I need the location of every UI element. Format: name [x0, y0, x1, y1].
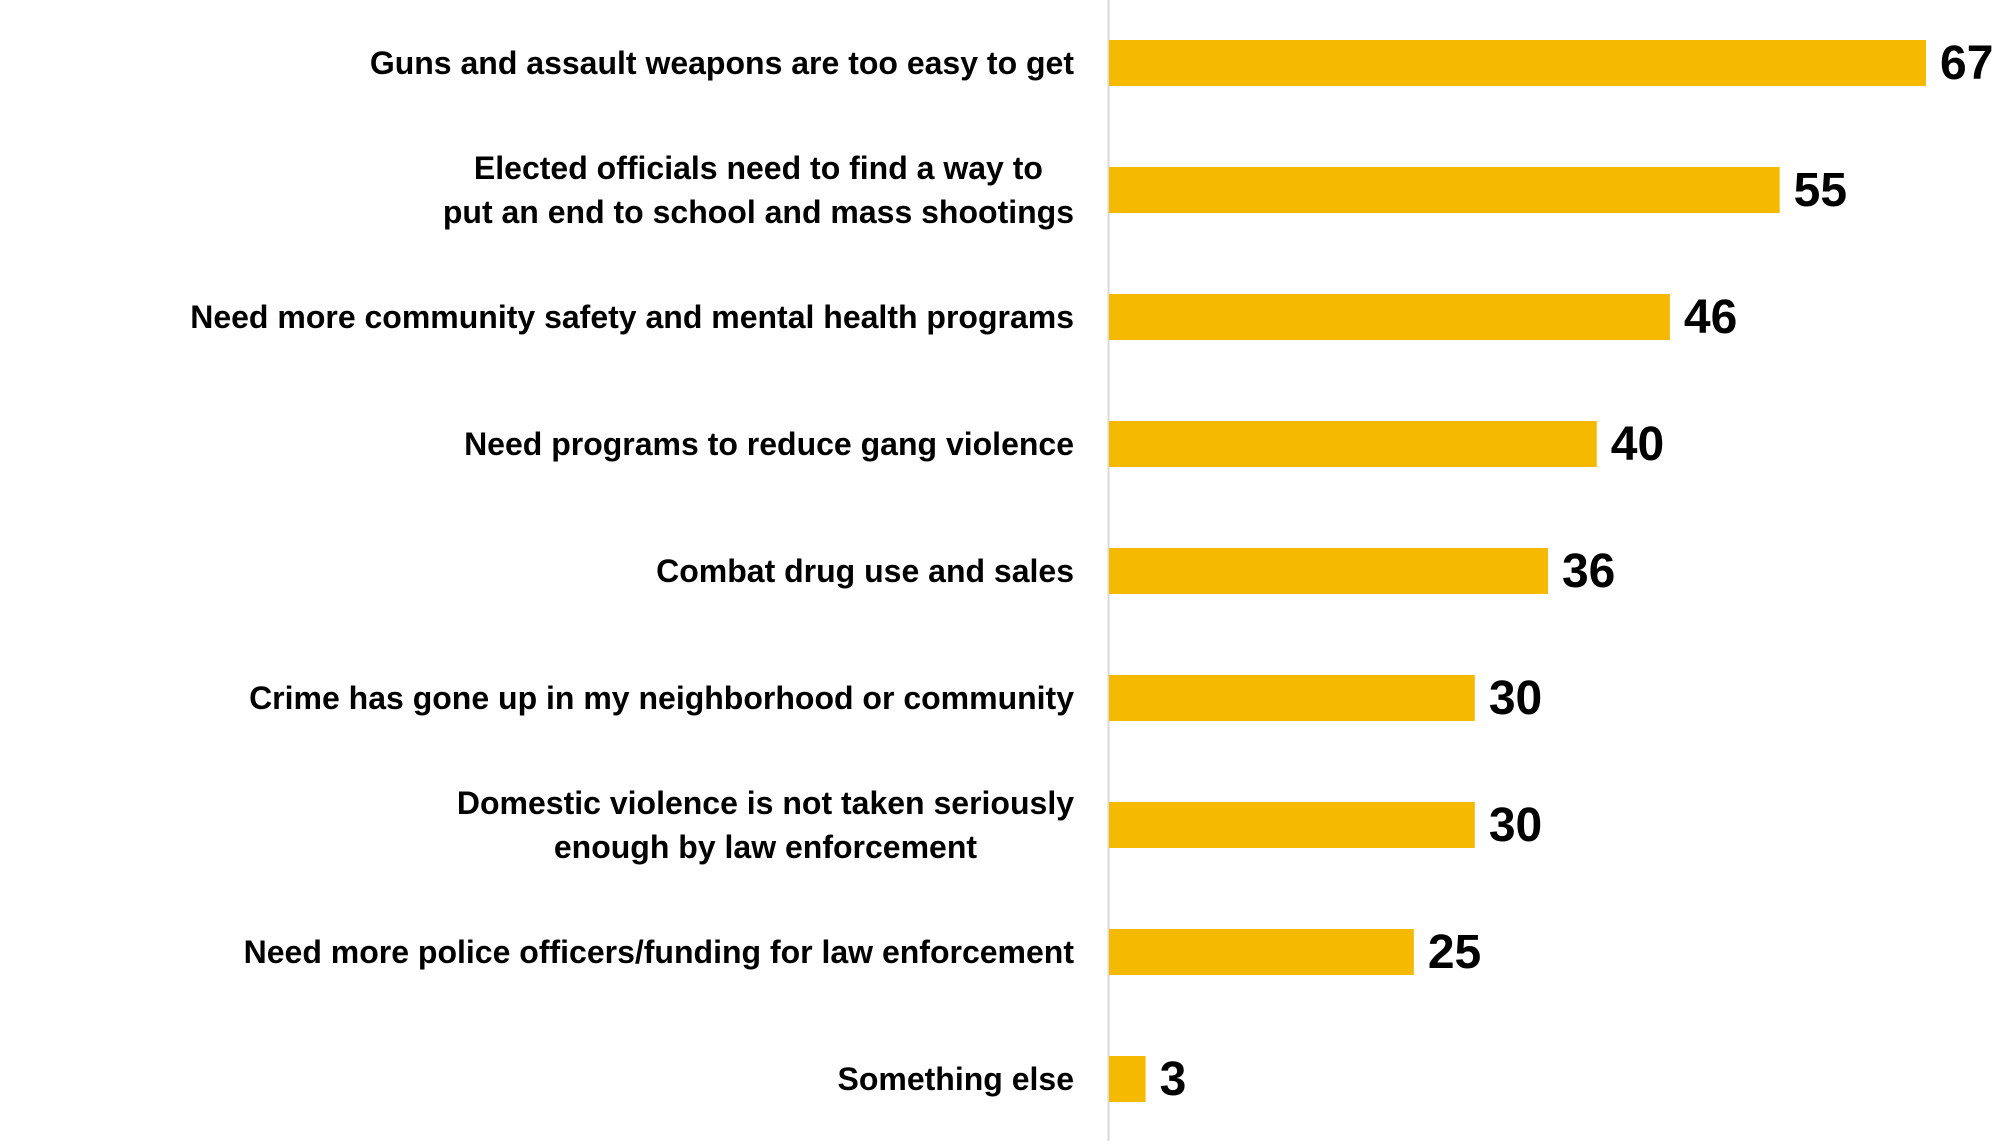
data-label: 25: [1428, 926, 1481, 979]
category-label-line: Combat drug use and sales: [656, 553, 1074, 589]
data-label: 40: [1611, 418, 1664, 471]
data-label: 30: [1489, 799, 1542, 852]
category-label-line: Need programs to reduce gang violence: [464, 426, 1074, 462]
data-label: 30: [1489, 672, 1542, 725]
category-label: Elected officials need to find a way to p…: [443, 146, 1074, 234]
category-label-line: Guns and assault weapons are too easy to…: [369, 45, 1074, 81]
category-label-line: Need more police officers/funding for la…: [243, 934, 1074, 970]
category-label: Need programs to reduce gang violence: [464, 422, 1074, 466]
bar: [1109, 421, 1597, 467]
category-label: Something else: [838, 1057, 1075, 1101]
category-label: Guns and assault weapons are too easy to…: [370, 41, 1074, 85]
category-label-line: enough by law enforcement: [553, 829, 978, 865]
bar: [1109, 548, 1548, 594]
data-label: 46: [1684, 291, 1737, 344]
category-label: Crime has gone up in my neighborhood or …: [249, 676, 1074, 720]
category-label-line: put an end to school and mass shootings: [442, 194, 1074, 230]
category-label: Domestic violence is not taken seriously…: [457, 781, 1074, 869]
bar: [1109, 802, 1475, 848]
category-label: Need more police officers/funding for la…: [244, 930, 1074, 974]
data-label: 67: [1940, 37, 1993, 90]
category-label-line: Crime has gone up in my neighborhood or …: [249, 680, 1074, 716]
category-label-line: Elected officials need to find a way to: [473, 150, 1043, 186]
bar: [1109, 1056, 1146, 1102]
data-label: 55: [1794, 164, 1847, 217]
category-label: Need more community safety and mental he…: [190, 295, 1074, 339]
category-label-line: Something else: [837, 1061, 1075, 1097]
data-label: 36: [1562, 545, 1615, 598]
bar: [1109, 167, 1780, 213]
data-label: 3: [1160, 1053, 1187, 1106]
bar: [1109, 929, 1414, 975]
category-label: Combat drug use and sales: [656, 549, 1074, 593]
category-label-line: Need more community safety and mental he…: [190, 299, 1074, 335]
bar: [1109, 40, 1926, 86]
bar: [1109, 294, 1670, 340]
category-label-line: Domestic violence is not taken seriously: [456, 785, 1074, 821]
bar: [1109, 675, 1475, 721]
